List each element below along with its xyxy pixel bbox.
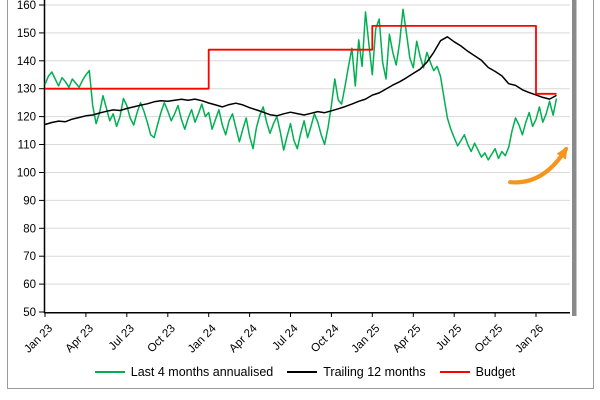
series-last-4-months-annualised <box>44 8 558 161</box>
y-tick-label: 80 <box>23 223 36 235</box>
chart-legend: Last 4 months annualised Trailing 12 mon… <box>45 365 565 379</box>
x-tick-label: Apr 23 <box>64 323 96 355</box>
chart-frame <box>7 0 594 389</box>
legend-item-trailing-12-months: Trailing 12 months <box>287 365 426 379</box>
legend-label: Trailing 12 months <box>323 365 426 379</box>
series-budget <box>45 24 557 95</box>
legend-label: Budget <box>475 365 516 379</box>
x-tick-label: Jan 23 <box>22 323 55 356</box>
right-edge-bar <box>572 0 577 316</box>
y-tick-label: 140 <box>17 56 36 68</box>
y-tick-label: 100 <box>17 168 36 180</box>
x-tick-label: Jan 24 <box>186 322 219 355</box>
legend-line-black-icon <box>287 371 318 373</box>
y-tick-label: 120 <box>17 112 36 124</box>
x-tick-label: Jul 25 <box>434 323 464 353</box>
x-tick-label: Jan 26 <box>513 323 546 356</box>
x-tick-label: Oct 25 <box>473 323 505 355</box>
y-tick-label: 110 <box>18 140 36 152</box>
y-tick-label: 150 <box>17 28 36 40</box>
x-tick-label: Jan 25 <box>350 323 383 356</box>
series-trailing-12-months <box>44 36 557 126</box>
legend-line-green-icon <box>94 371 125 373</box>
legend-item-last-4-months: Last 4 months annualised <box>94 365 274 379</box>
x-tick-label: Oct 24 <box>309 322 342 355</box>
y-tick-label: 130 <box>17 84 36 96</box>
legend-line-red-icon <box>439 371 470 373</box>
x-tick-label: Apr 24 <box>227 322 260 355</box>
y-tick-label: 160 <box>17 0 36 12</box>
y-tick-label: 50 <box>23 307 36 319</box>
x-tick-label: Jul 24 <box>270 322 301 353</box>
y-tick-label: 90 <box>23 195 36 207</box>
y-tick-label: 60 <box>23 279 36 291</box>
x-tick-label: Apr 25 <box>391 323 423 355</box>
legend-item-budget: Budget <box>439 365 516 379</box>
x-tick-label: Oct 23 <box>145 323 177 355</box>
legend-label: Last 4 months annualised <box>130 365 274 379</box>
x-tick-label: Jul 23 <box>107 323 137 353</box>
y-tick-label: 70 <box>23 251 36 263</box>
upturn-arrow-icon <box>508 146 569 185</box>
